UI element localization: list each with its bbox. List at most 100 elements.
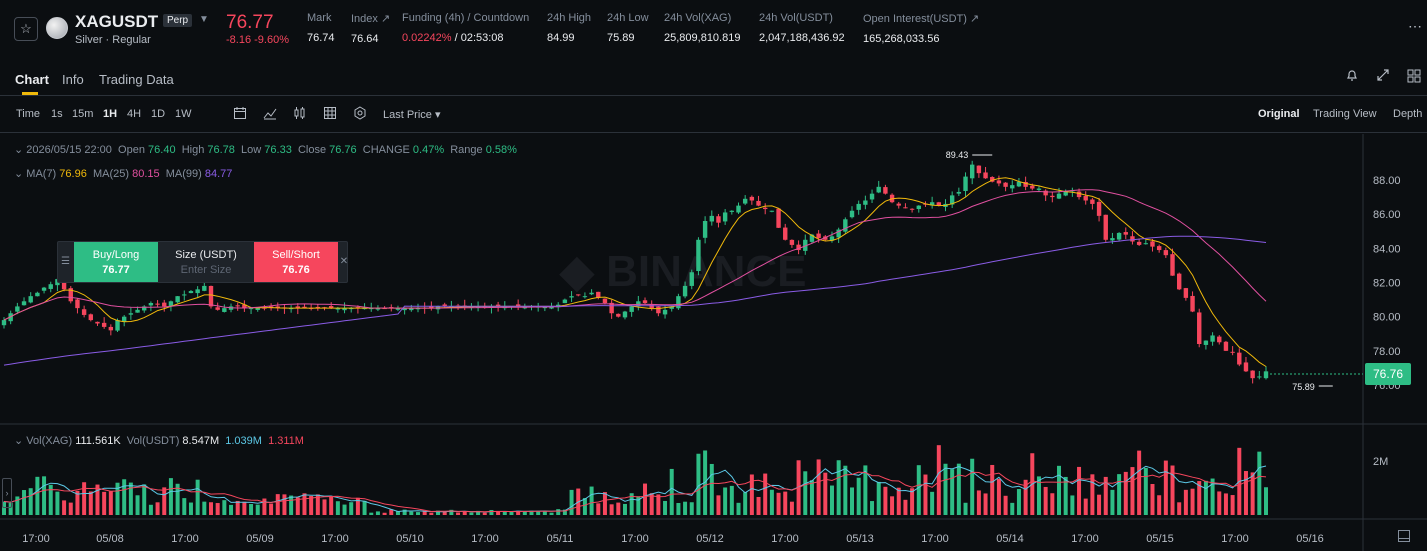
volume-bar <box>582 498 587 515</box>
volume-bar <box>108 491 113 515</box>
grid-layout-icon[interactable] <box>1405 68 1423 86</box>
volume-ma-short-line <box>3 465 1267 513</box>
view-depth[interactable]: Depth <box>1393 108 1423 120</box>
volume-bar <box>950 469 955 515</box>
collapse-caret-icon[interactable]: ⌄ <box>14 168 24 180</box>
candle <box>816 233 821 239</box>
collapse-caret-icon[interactable]: ⌄ <box>14 144 24 156</box>
volume-bar <box>996 478 1001 515</box>
timezone-settings-icon[interactable] <box>1397 529 1411 543</box>
volume-bar <box>602 492 607 515</box>
volume-bar <box>442 511 447 515</box>
volume-bar <box>82 482 87 515</box>
volume-bar <box>48 484 53 515</box>
volume-bar <box>1157 495 1162 515</box>
candle <box>1063 191 1068 196</box>
volume-bar <box>275 494 280 515</box>
volume-bar <box>22 490 27 515</box>
size-input[interactable]: Size (USDT) Enter Size <box>175 249 237 276</box>
tab-trading-data[interactable]: Trading Data <box>99 72 174 87</box>
tab-chart[interactable]: Chart <box>15 72 49 87</box>
volume-bar <box>1016 489 1021 515</box>
interval-15m[interactable]: 15m <box>72 108 94 120</box>
interval-1d[interactable]: 1D <box>151 108 166 120</box>
x-tick-label: 17:00 <box>771 533 799 545</box>
volume-bar <box>743 492 748 515</box>
candle <box>876 186 881 193</box>
interval-1s[interactable]: 1s <box>51 108 63 120</box>
candle <box>1096 201 1102 216</box>
expand-panel-icon[interactable]: › <box>2 478 12 508</box>
x-tick-label: 05/13 <box>846 533 874 545</box>
candle <box>689 272 694 286</box>
view-original[interactable]: Original <box>1258 108 1300 120</box>
interval-1w[interactable]: 1W <box>175 108 192 120</box>
collapse-caret-icon[interactable]: ⌄ <box>14 435 24 447</box>
candle <box>783 227 788 240</box>
volume-bar <box>522 511 527 515</box>
volume-bar <box>803 471 808 515</box>
x-tick-label: 17:00 <box>621 533 649 545</box>
candle <box>576 294 581 296</box>
candle <box>616 313 621 317</box>
volume-bar <box>222 500 227 515</box>
volume-tick-label: 2M <box>1373 456 1388 468</box>
favorite-star-icon[interactable]: ☆ <box>14 17 38 41</box>
volume-bar <box>322 499 327 515</box>
candle <box>849 210 855 218</box>
candle <box>15 306 20 312</box>
expand-icon[interactable] <box>1374 68 1392 86</box>
stat-index[interactable]: Index ↗ 76.64 <box>351 13 391 45</box>
candle <box>622 311 628 318</box>
candle <box>28 296 33 303</box>
interval-1h[interactable]: 1H <box>103 108 118 120</box>
volume-bar <box>549 512 554 515</box>
volume-bar <box>616 502 621 515</box>
view-trading-view[interactable]: Trading View <box>1313 108 1377 120</box>
symbol-dropdown-icon[interactable]: ▼ <box>199 14 209 25</box>
drag-handle-icon[interactable]: ☰ <box>61 256 70 267</box>
volume-bar <box>829 485 834 515</box>
low-marker-label: 75.89 <box>1292 382 1315 392</box>
sell-short-button[interactable]: Sell/Short 76.76 <box>254 242 338 282</box>
candle <box>1263 371 1269 379</box>
price-type-selector[interactable]: Last Price ▾ <box>383 109 441 121</box>
candle <box>195 289 200 294</box>
settings-gear-icon[interactable] <box>353 106 367 123</box>
symbol-name[interactable]: XAGUSDT <box>75 12 159 31</box>
volume-bar <box>1250 472 1255 515</box>
calendar-icon[interactable] <box>233 106 247 123</box>
volume-bar <box>349 502 354 515</box>
candle <box>95 321 100 324</box>
volume-bar <box>8 502 13 515</box>
perp-badge: Perp <box>163 14 193 27</box>
close-icon[interactable]: ✕ <box>339 256 349 267</box>
x-tick-label: 17:00 <box>921 533 949 545</box>
tab-info[interactable]: Info <box>62 72 84 87</box>
x-tick-label: 05/08 <box>96 533 124 545</box>
indicator-icon[interactable] <box>263 106 277 123</box>
drawing-tools-icon[interactable] <box>323 106 337 123</box>
price-chart[interactable]: ◆ BINANCE 88.00 86.00 84.00 82.00 80.00 78.00 7… <box>0 134 1427 551</box>
more-options-icon[interactable]: ⋯ <box>1408 18 1422 34</box>
volume-bar <box>1083 498 1088 515</box>
bell-icon[interactable] <box>1343 68 1361 86</box>
volume-bar <box>956 463 961 515</box>
volume-bar <box>128 482 133 515</box>
candle <box>736 205 741 213</box>
stat-open-interest[interactable]: Open Interest(USDT) ↗ 165,268,033.56 <box>863 13 980 45</box>
x-tick-label: 05/14 <box>996 533 1024 545</box>
candle <box>976 165 982 174</box>
volume-bar <box>669 468 674 515</box>
buy-long-button[interactable]: Buy/Long 76.77 <box>74 242 158 282</box>
x-tick-label: 17:00 <box>171 533 199 545</box>
candle <box>909 208 915 210</box>
volume-bar <box>155 502 160 515</box>
interval-time[interactable]: Time <box>16 108 41 120</box>
candle-type-icon[interactable] <box>293 106 307 123</box>
interval-4h[interactable]: 4H <box>127 108 142 120</box>
volume-bar <box>696 453 701 515</box>
candle <box>796 244 801 251</box>
candle <box>1103 214 1108 240</box>
candle <box>155 303 160 305</box>
